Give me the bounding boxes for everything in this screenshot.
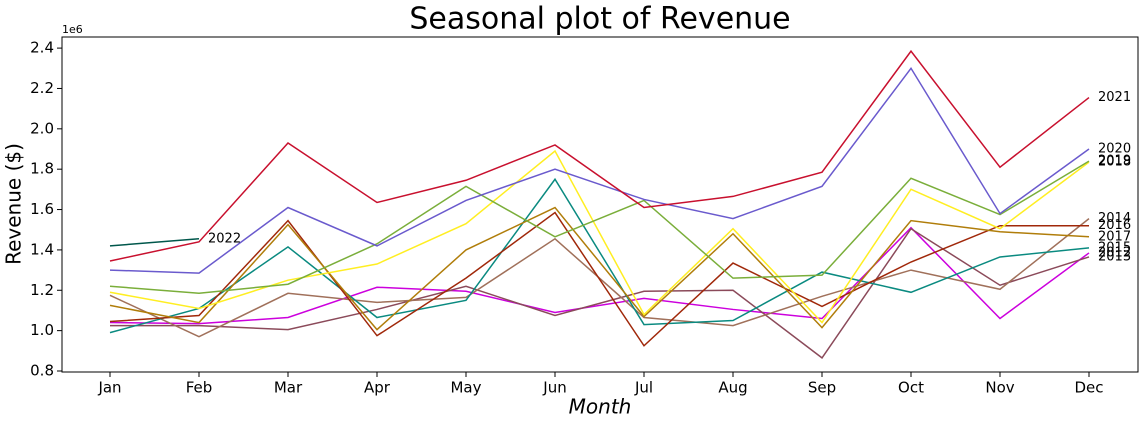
x-tick-label: Aug xyxy=(718,379,747,397)
series-label: 2015 xyxy=(1098,240,1131,255)
x-tick-label: Feb xyxy=(186,379,213,397)
series-line xyxy=(110,227,1090,359)
series-line xyxy=(109,49,1090,262)
series-label: 2017 xyxy=(1098,229,1131,244)
series-line xyxy=(109,238,200,247)
x-tick-label: Oct xyxy=(898,379,924,397)
series-line xyxy=(109,211,1089,347)
y-tick-label: 2.0 xyxy=(30,119,54,137)
y-tick-label: 0.8 xyxy=(30,361,54,379)
x-tick-label: Sep xyxy=(808,379,836,397)
x-axis-label: Month xyxy=(569,395,632,419)
series-label: 2020 xyxy=(1098,142,1131,157)
series-label: 2019 xyxy=(1098,154,1131,169)
series-label: 2013 xyxy=(1098,249,1131,264)
x-tick-label: Jan xyxy=(97,379,121,397)
series-label: 2018 xyxy=(1098,155,1131,170)
chart-title: Seasonal plot of Revenue xyxy=(409,2,790,37)
x-tick-label: Mar xyxy=(274,379,303,397)
x-tick-label: Jul xyxy=(634,379,653,397)
x-tick-label: Jun xyxy=(542,379,566,397)
y-tick-label: 1.4 xyxy=(30,240,54,258)
y-axis-label: Revenue ($) xyxy=(2,143,26,265)
y-tick-label: 2.4 xyxy=(30,39,54,57)
series-line xyxy=(109,149,1090,324)
series-line xyxy=(109,206,1090,331)
series-label: 2016 xyxy=(1098,218,1131,233)
x-tick-label: May xyxy=(450,379,481,397)
series-line xyxy=(109,226,1090,325)
series-line xyxy=(109,66,1090,274)
series-line xyxy=(109,160,1090,295)
series-label: 2012 xyxy=(1098,245,1131,260)
plot-frame xyxy=(61,36,1139,373)
y-tick-label: 2.2 xyxy=(30,79,54,97)
x-tick-label: Dec xyxy=(1074,379,1103,397)
y-tick-label: 1.0 xyxy=(30,321,54,339)
x-tick-label: Apr xyxy=(364,379,391,397)
series-label: 2021 xyxy=(1098,90,1131,105)
series-label: 2022 xyxy=(208,231,241,246)
y-tick-label: 1.8 xyxy=(30,160,54,178)
x-tick-label: Nov xyxy=(985,379,1014,397)
y-tick-label: 1.2 xyxy=(30,281,54,299)
series-line xyxy=(109,177,1090,334)
series-label: 2014 xyxy=(1098,211,1131,226)
y-offset-label: 1e6 xyxy=(62,23,83,36)
y-tick-label: 1.6 xyxy=(30,200,54,218)
